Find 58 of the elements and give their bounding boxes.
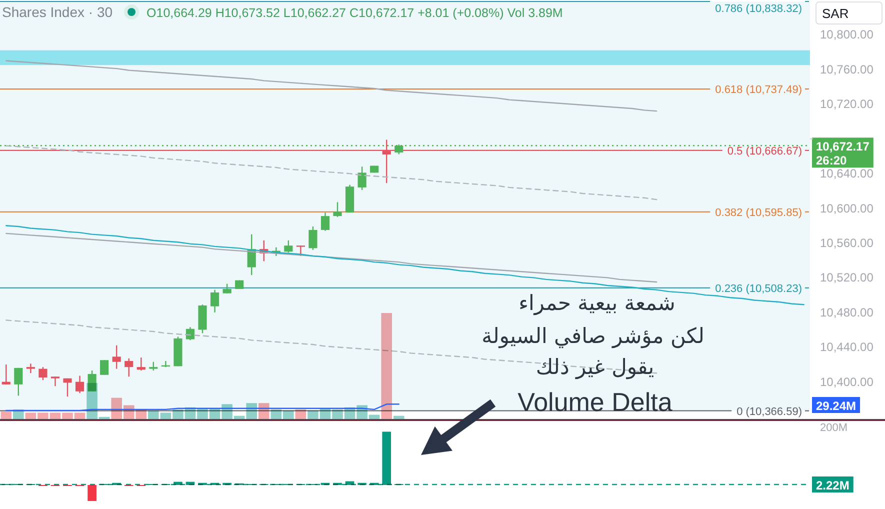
annotation: Volume Delta — [518, 387, 673, 417]
ref-line-label: 0.5 (10,666.67) — [727, 145, 802, 158]
y-tick-label: 10,480.00 — [820, 305, 874, 320]
bar — [88, 485, 96, 501]
text: 29.24M — [816, 399, 856, 413]
candlestick — [210, 289, 220, 313]
ref-line-label: 2.22M — [816, 478, 850, 492]
bar — [381, 313, 392, 419]
candlestick — [38, 366, 48, 381]
y-tick-label: 10,560.00 — [820, 236, 874, 250]
annotation: يقول غير ذلك — [536, 355, 654, 380]
text: 200M — [820, 422, 848, 434]
candlestick — [2, 364, 10, 386]
text: O10,664.29 H10,673.52 L10,662.27 C10,672.17 +8.01 (+0.08%) Vol 3.89M — [146, 6, 563, 20]
y-tick-label: 10,720.00 — [820, 97, 874, 112]
candlestick — [75, 375, 84, 394]
ref-line-label: 0 (10,366.59) — [736, 406, 802, 418]
candlestick — [222, 283, 232, 294]
y-tick-label: 10,760.00 — [820, 62, 874, 76]
ref-line-label: 10,672.17 26:20 — [816, 140, 870, 168]
ref-line-label: 0.236 (10,508.23) — [715, 282, 802, 295]
line-series — [6, 60, 658, 112]
y-tick-label: 10,600.00 — [820, 201, 874, 216]
candlestick — [26, 362, 35, 374]
candlestick — [14, 367, 23, 396]
bar — [258, 403, 270, 419]
line-series — [6, 145, 658, 200]
candlestick — [382, 139, 391, 184]
y-tick-label: 10,400.00 — [820, 374, 874, 389]
candlestick — [136, 356, 146, 372]
candlestick — [296, 244, 305, 257]
candlestick — [320, 212, 330, 232]
bar — [13, 409, 24, 419]
chart-title: Shares Index · 30 — [2, 4, 113, 20]
candlestick — [124, 358, 134, 378]
candlestick — [112, 344, 121, 370]
candlestick — [50, 376, 60, 387]
bar — [295, 409, 306, 419]
ref-line-label: 0.382 (10,595.85) — [715, 206, 802, 219]
candlestick — [308, 226, 318, 251]
candlestick — [100, 360, 109, 376]
y-tick-label: 10,640.00 — [820, 166, 874, 181]
y-tick-label: 10,440.00 — [820, 340, 874, 354]
text: SAR — [822, 6, 849, 21]
candlestick — [186, 326, 195, 341]
bar — [0, 412, 12, 419]
line-series — [6, 232, 658, 283]
annotation: لكن مؤشر صافي السيولة — [482, 324, 704, 349]
ref-line-label: 0.786 (10,838.32) — [715, 3, 802, 15]
y-tick-label: 10,520.00 — [820, 270, 874, 285]
candlestick — [333, 202, 342, 218]
candlestick — [284, 240, 293, 254]
bar — [393, 416, 404, 419]
candlestick — [63, 378, 72, 398]
candlestick — [358, 166, 366, 191]
y-tick-label: 10,800.00 — [820, 28, 874, 42]
annotation: شمعة بيعية حمراء — [518, 291, 676, 316]
ref-line-label: 0.618 (10,737.49) — [715, 84, 802, 96]
